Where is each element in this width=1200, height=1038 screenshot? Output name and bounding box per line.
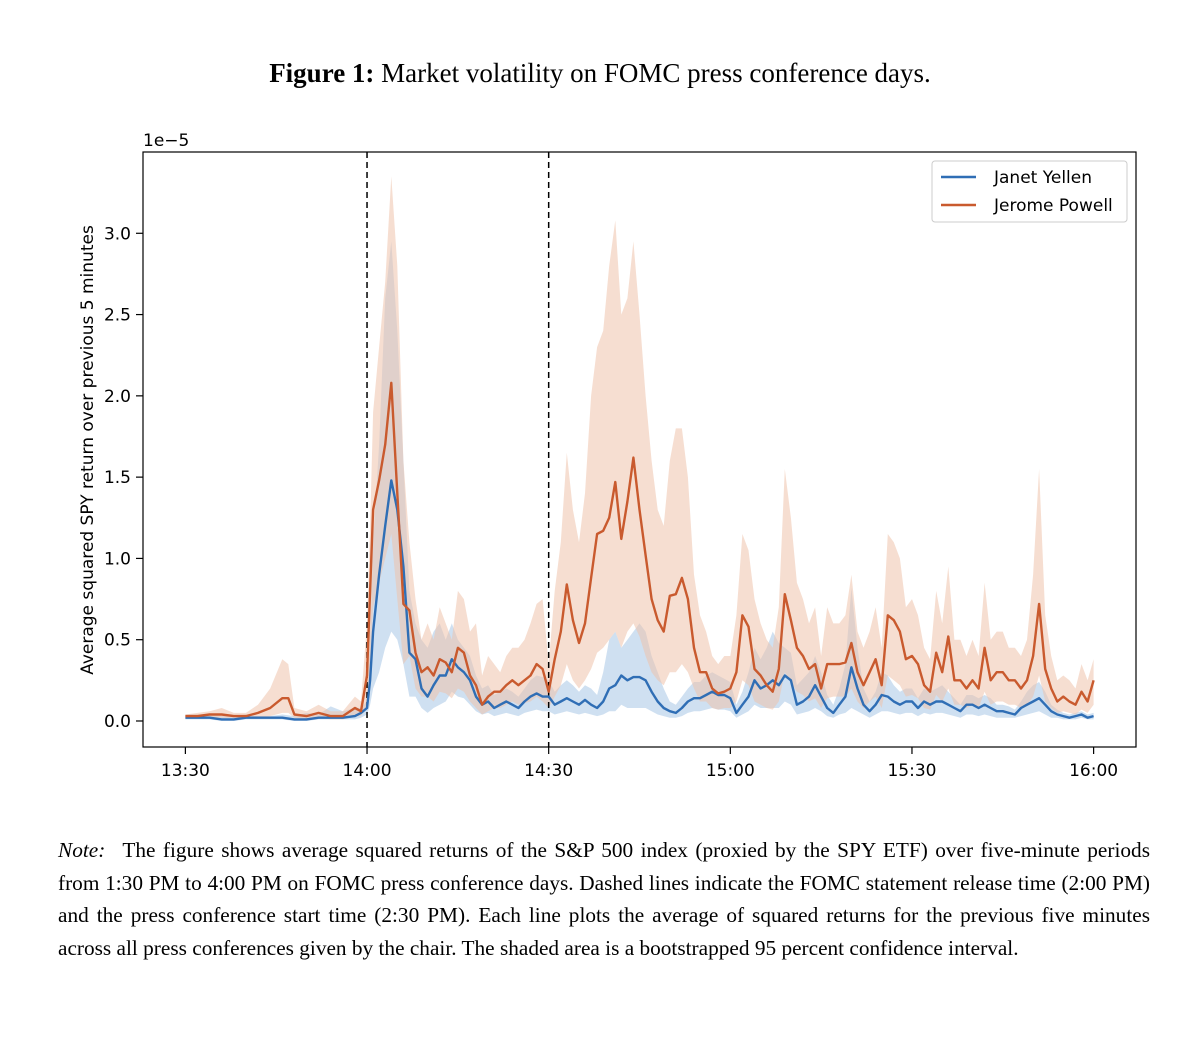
y-tick-label: 3.0 <box>104 224 131 244</box>
y-tick-label: 0.0 <box>104 712 131 732</box>
x-tick-label: 15:30 <box>887 761 936 781</box>
x-tick-label: 13:30 <box>161 761 210 781</box>
series-line-janet-yellen <box>185 479 1094 721</box>
y-tick-label: 1.5 <box>104 468 131 488</box>
x-tick-label: 15:00 <box>706 761 755 781</box>
y-tick-label: 2.5 <box>104 306 131 326</box>
chart: 13:30 14:00 14:30 15:00 15:30 16:00 0.0 0.5 1.0… <box>78 131 1137 781</box>
figure-title-text: Market volatility on FOMC press conferen… <box>381 58 931 88</box>
ci-bands <box>185 176 1094 721</box>
legend-label-yellen: Janet Yellen <box>993 168 1092 188</box>
note-label: Note: <box>58 838 106 862</box>
series-lines <box>185 381 1095 721</box>
y-multiplier: 1e−5 <box>143 131 189 151</box>
y-tick-label: 1.0 <box>104 549 131 569</box>
y-axis: 0.0 0.5 1.0 1.5 2.0 2.5 3.0 <box>104 224 143 732</box>
y-axis-label: Average squared SPY return over previous… <box>78 225 98 675</box>
figure-title: Figure 1: Market volatility on FOMC pres… <box>0 58 1200 89</box>
note-text: The figure shows average squared returns… <box>58 838 1150 960</box>
legend-box <box>931 160 1128 223</box>
x-tick-label: 14:30 <box>524 761 573 781</box>
legend: Janet Yellen Jerome Powell <box>931 160 1128 223</box>
figure-note: Note: The figure shows average squared r… <box>58 834 1150 964</box>
plot-frame <box>142 151 1137 748</box>
x-tick-label: 14:00 <box>343 761 392 781</box>
y-tick-label: 0.5 <box>104 631 131 651</box>
y-tick-label: 2.0 <box>104 387 131 407</box>
x-axis: 13:30 14:00 14:30 15:00 15:30 16:00 <box>161 747 1118 781</box>
x-tick-label: 16:00 <box>1069 761 1118 781</box>
series-line-jerome-powell <box>185 381 1095 718</box>
figure-label: Figure 1: <box>269 58 375 88</box>
ci-band-jerome-powell <box>185 176 1094 720</box>
legend-label-powell: Jerome Powell <box>993 196 1113 216</box>
